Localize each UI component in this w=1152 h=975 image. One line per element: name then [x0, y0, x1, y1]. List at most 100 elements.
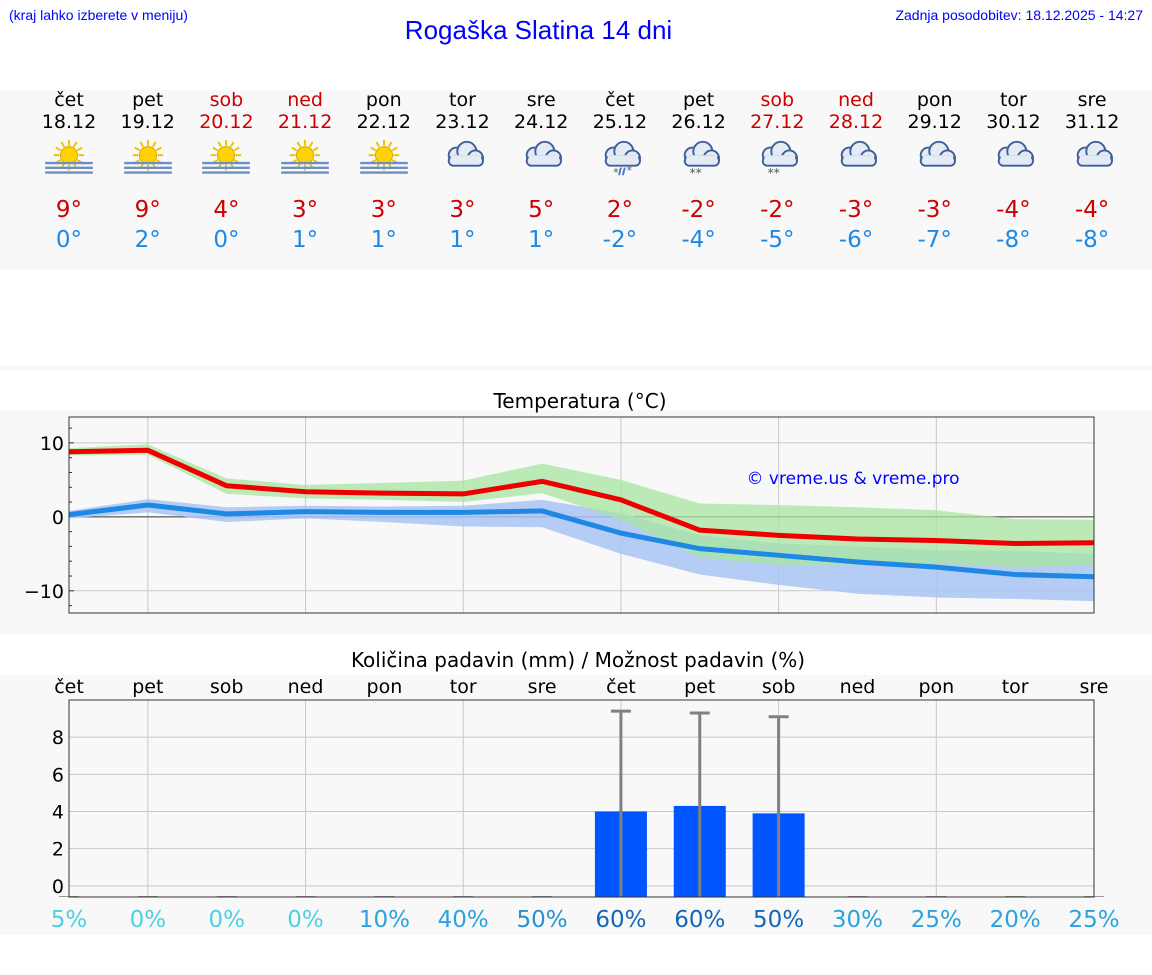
- sun-ray: [230, 141, 235, 148]
- x-tick-label: čet: [54, 676, 84, 698]
- day-name: sre: [1077, 89, 1107, 111]
- temp-max: -4°: [996, 197, 1031, 223]
- snowflake-mark: **: [768, 166, 780, 179]
- sun-ray: [72, 141, 78, 148]
- haze-line: [359, 161, 408, 165]
- sun-ray: [234, 146, 241, 152]
- haze-line: [359, 171, 408, 174]
- x-tick-label: sre: [1080, 676, 1109, 698]
- x-tick-label: sob: [210, 676, 244, 698]
- temp-min: 1°: [528, 227, 555, 253]
- sunny-haze-icon: [281, 139, 329, 174]
- day-date: 29.12: [907, 111, 962, 133]
- cloudy-icon: [447, 140, 484, 167]
- day-column: tor 23.12 3° 1°: [423, 89, 503, 259]
- y-tick-label: 10: [40, 433, 64, 455]
- y-tick-label: −10: [24, 581, 64, 603]
- haze-line: [281, 161, 329, 165]
- day-date: 28.12: [828, 111, 884, 133]
- haze-line: [123, 166, 172, 169]
- temperature-chart: Temperatura (°C) 10 0 −10 © vreme.us & vreme…: [24, 389, 1095, 614]
- x-tick-label: pet: [132, 676, 163, 698]
- plot-area: [69, 700, 1094, 897]
- forecast-panel-bg: [0, 90, 1152, 270]
- cloudy-icon: [525, 140, 563, 167]
- day-name: sob: [760, 89, 795, 111]
- day-column: čet 18.12 9° 0°: [29, 89, 109, 259]
- x-tick-label: sob: [762, 676, 796, 698]
- probability-label: 60%: [674, 907, 725, 933]
- chart-title: Temperatura (°C): [492, 389, 666, 413]
- raindrop-mark: [621, 167, 626, 176]
- cloudy-icon: [919, 140, 956, 167]
- sunny-haze-icon: [45, 139, 93, 174]
- temp-max: 3°: [370, 197, 397, 223]
- temp-min: 2°: [134, 227, 161, 253]
- cloud-shape: [998, 140, 1035, 167]
- location-menu-hint: (kraj lahko izberete v meniju): [9, 7, 188, 23]
- page-title: Rogaška Slatina 14 dni: [404, 15, 673, 45]
- day-name: pet: [682, 89, 715, 111]
- haze-line: [45, 166, 93, 169]
- cloud-fill: [686, 155, 717, 164]
- raindrop-mark: [618, 167, 622, 176]
- sun-ray: [309, 141, 314, 148]
- day-date: 22.12: [356, 111, 411, 133]
- x-tick-label: pet: [684, 676, 715, 698]
- y-tick-label: 6: [52, 764, 64, 786]
- temp-max: 9°: [55, 197, 83, 223]
- y-tick-label: 0: [52, 507, 64, 529]
- sunny-haze-icon: [359, 139, 408, 174]
- series-line-min: [68, 502, 1095, 580]
- sun-ray: [375, 141, 380, 148]
- day-name: pet: [132, 89, 164, 111]
- probability-label: 5%: [51, 907, 88, 933]
- haze-line: [202, 166, 251, 169]
- sun-ray: [391, 146, 398, 152]
- haze-line: [281, 171, 329, 174]
- haze-line: [202, 161, 251, 165]
- cloud-shape: [840, 140, 877, 167]
- sun-disc: [296, 146, 315, 165]
- y-tick-label: 8: [52, 727, 64, 749]
- temp-min: 0°: [213, 227, 240, 253]
- day-name: ned: [838, 89, 874, 111]
- watermark-label: © vreme.us & vreme.pro: [746, 469, 959, 489]
- precipitation-chart: Količina padavin (mm) / Možnost padavin …: [51, 648, 1120, 933]
- day-date: 25.12: [592, 111, 648, 133]
- haze-line: [45, 171, 93, 174]
- plot-frame: [68, 416, 1095, 614]
- day-date: 30.12: [986, 111, 1041, 133]
- temp-max: -3°: [917, 197, 952, 223]
- sun-disc: [59, 146, 79, 165]
- temp-max: 5°: [528, 197, 555, 223]
- x-tick-label: ned: [840, 676, 876, 698]
- snowflake-mark: **: [689, 166, 701, 179]
- x-tick-label: tor: [450, 676, 477, 698]
- temp-max: -2°: [681, 197, 716, 223]
- day-column: sre 24.12 5° 1°: [501, 89, 581, 259]
- temp-min: -5°: [760, 227, 795, 253]
- cloudy-icon: [840, 140, 877, 167]
- cloud-fill: [528, 155, 560, 164]
- last-updated: Zadnja posodobitev: 18.12.2025 - 14:27: [895, 7, 1143, 23]
- sleet-icon: * *: [604, 140, 641, 179]
- sun-disc: [374, 146, 393, 165]
- cloud-shape: [1076, 140, 1114, 167]
- temp-max: 3°: [292, 197, 319, 223]
- sun-ray: [139, 141, 144, 148]
- day-name: čet: [54, 89, 84, 111]
- chart-title: Količina padavin (mm) / Možnost padavin …: [351, 648, 805, 672]
- x-tick-label: sre: [528, 676, 557, 698]
- snowflake-mark: *: [627, 165, 632, 177]
- snow-icon: **: [762, 140, 799, 179]
- sun-ray: [370, 146, 377, 152]
- probability-label: 25%: [1068, 907, 1119, 933]
- temp-max: 2°: [606, 197, 633, 223]
- day-column: sob 20.12 4° 0°: [186, 89, 266, 259]
- probability-label: 10%: [359, 907, 410, 933]
- day-date: 27.12: [750, 111, 805, 133]
- cloudy-icon: [1076, 140, 1114, 167]
- haze-line: [123, 171, 172, 174]
- sun-disc: [217, 146, 236, 165]
